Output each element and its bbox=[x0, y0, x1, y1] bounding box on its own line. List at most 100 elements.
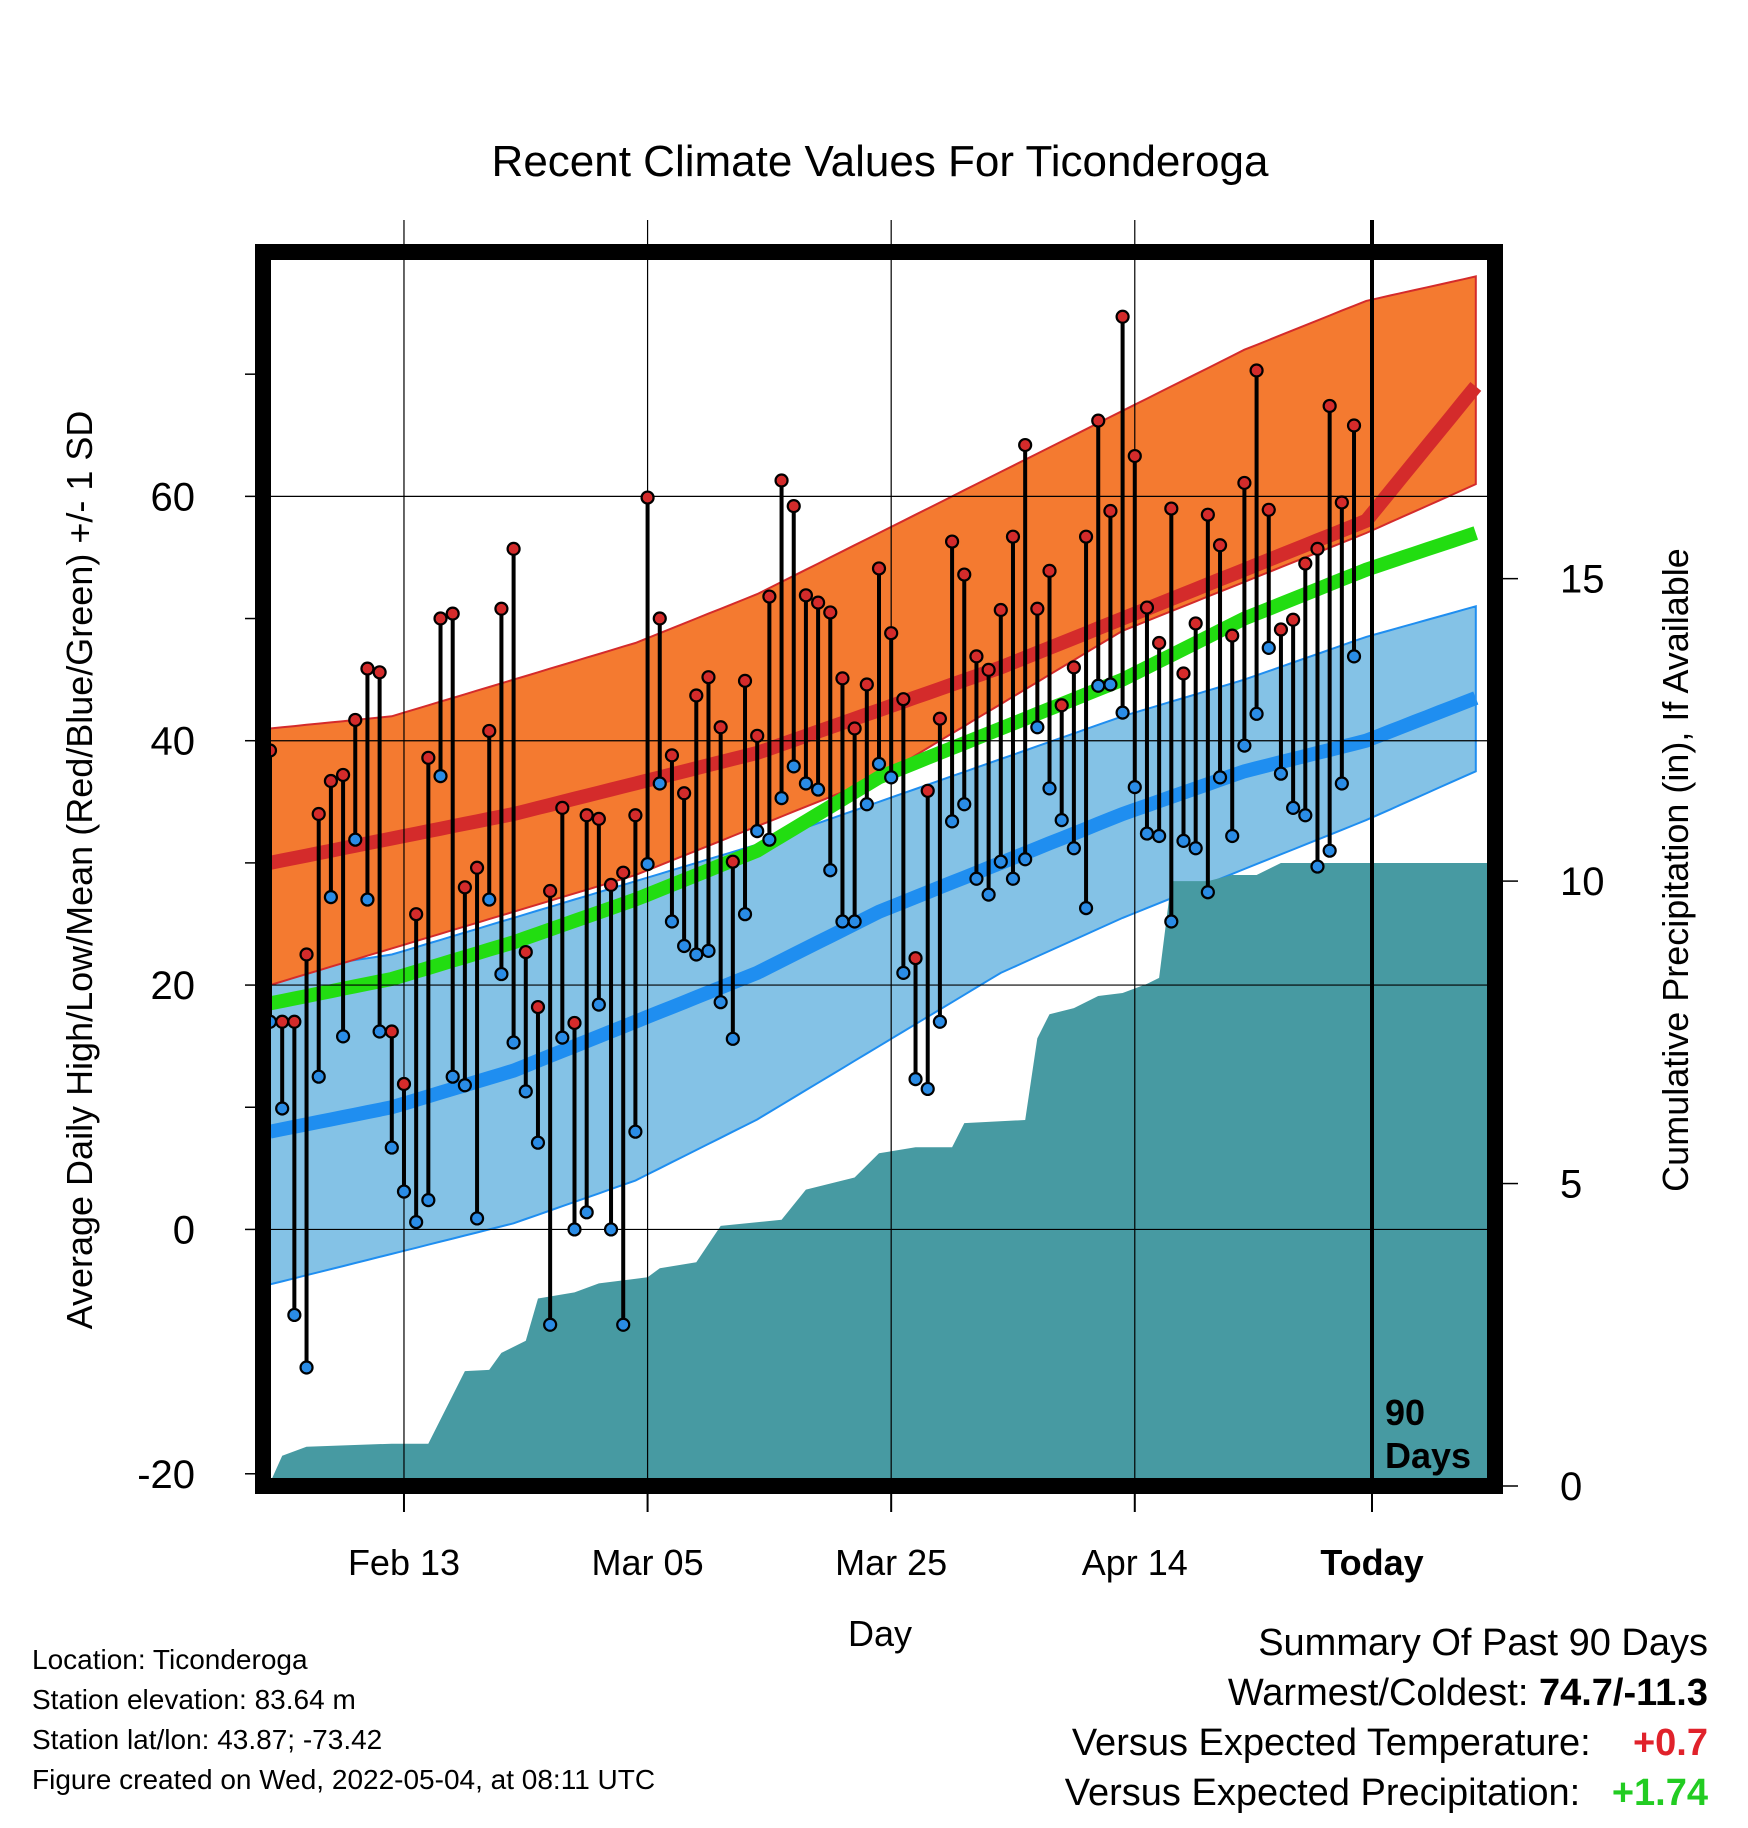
daily-high-point bbox=[1237, 475, 1252, 491]
daily-high-point bbox=[1346, 418, 1362, 433]
daily-low-point bbox=[957, 797, 972, 812]
daily-high-point bbox=[737, 673, 753, 688]
daily-high-point bbox=[798, 588, 814, 603]
daily-high-point bbox=[1054, 698, 1069, 713]
daily-low-point bbox=[445, 1069, 460, 1084]
daily-high-point bbox=[835, 671, 850, 686]
warm-cold-label: Warmest/Coldest: bbox=[1227, 1672, 1529, 1714]
daily-low-point bbox=[348, 832, 363, 847]
daily-low-point bbox=[482, 892, 497, 907]
daily-high-point bbox=[750, 728, 765, 743]
y2-tick-label: 15 bbox=[1560, 558, 1605, 602]
daily-low-point bbox=[652, 776, 667, 791]
temp-label: Versus Expected Temperature: bbox=[1071, 1722, 1591, 1764]
daily-low-point bbox=[774, 791, 789, 806]
daily-low-point bbox=[1066, 841, 1081, 856]
daily-high-point bbox=[555, 800, 570, 816]
daily-low-point bbox=[1212, 770, 1228, 785]
precip-value: +1.74 bbox=[1611, 1772, 1708, 1814]
daily-low-point bbox=[1164, 914, 1179, 929]
today-marker-label-line1: 90 bbox=[1385, 1392, 1425, 1433]
y2-tick-label: 10 bbox=[1560, 860, 1605, 904]
created-text: Figure created on Wed, 2022-05-04, at 08… bbox=[32, 1764, 656, 1795]
daily-high-point bbox=[543, 883, 558, 899]
daily-high-point bbox=[1127, 448, 1142, 464]
daily-high-point bbox=[640, 490, 655, 505]
daily-low-point bbox=[1188, 841, 1203, 856]
daily-low-point bbox=[530, 1135, 546, 1150]
daily-high-point bbox=[908, 951, 923, 966]
daily-high-point bbox=[1212, 538, 1228, 553]
daily-low-point bbox=[1322, 843, 1337, 858]
daily-low-point bbox=[433, 769, 448, 784]
daily-low-point bbox=[323, 890, 338, 905]
precip-label: Versus Expected Precipitation: bbox=[1064, 1772, 1581, 1814]
daily-low-point bbox=[591, 997, 606, 1012]
daily-low-point bbox=[1200, 885, 1215, 900]
daily-high-point bbox=[275, 1014, 290, 1029]
avg-mean-line bbox=[268, 526, 1479, 1011]
daily-high-point bbox=[1176, 666, 1191, 681]
daily-high-point bbox=[335, 767, 351, 783]
daily-low-point bbox=[543, 1317, 558, 1332]
daily-low-point bbox=[469, 1211, 485, 1226]
y-axis-label: Average Daily High/Low/Mean (Red/Blue/Gr… bbox=[59, 411, 100, 1330]
daily-low-point bbox=[1078, 900, 1094, 916]
daily-low-point bbox=[701, 943, 716, 958]
daily-high-point bbox=[311, 806, 326, 822]
x-axis-label: Day bbox=[848, 1613, 912, 1654]
summary-panel: Summary Of Past 90 Days Warmest/Coldest:… bbox=[1065, 1618, 1708, 1818]
daily-low-point bbox=[762, 832, 777, 847]
daily-high-point bbox=[1225, 628, 1240, 643]
daily-high-point bbox=[1103, 503, 1118, 519]
low-sd-band bbox=[269, 604, 1477, 1286]
daily-high-point bbox=[1261, 502, 1276, 517]
daily-low-point bbox=[750, 824, 765, 839]
daily-high-point bbox=[884, 626, 899, 641]
daily-high-point bbox=[372, 665, 387, 680]
daily-low-point bbox=[993, 854, 1008, 869]
daily-low-point bbox=[689, 947, 704, 962]
daily-high-point bbox=[725, 854, 740, 869]
daily-low-point bbox=[384, 1140, 399, 1155]
daily-low-point bbox=[616, 1317, 631, 1332]
high-mean-line bbox=[268, 381, 1482, 870]
daily-high-point bbox=[1164, 501, 1179, 516]
daily-high-point bbox=[859, 677, 874, 692]
daily-high-point bbox=[896, 692, 911, 707]
daily-high-point bbox=[1273, 622, 1289, 637]
high-sd-band bbox=[269, 275, 1477, 987]
daily-low-point bbox=[1152, 828, 1167, 844]
daily-low-point bbox=[798, 776, 814, 791]
daily-low-point bbox=[555, 1030, 570, 1045]
daily-low-point bbox=[1249, 706, 1264, 721]
warm-cold-value: 74.7/-11.3 bbox=[1538, 1672, 1708, 1714]
daily-low-point bbox=[1103, 677, 1118, 692]
summary-temp: Versus Expected Temperature: +0.7 bbox=[1065, 1718, 1708, 1768]
daily-low-point bbox=[810, 782, 826, 797]
daily-low-point bbox=[859, 797, 874, 812]
daily-high-point bbox=[701, 670, 716, 685]
daily-high-point bbox=[1334, 495, 1349, 510]
daily-high-point bbox=[981, 662, 996, 677]
elevation-text: Station elevation: 83.64 m bbox=[32, 1684, 356, 1715]
daily-low-point bbox=[1346, 649, 1362, 664]
daily-low-point bbox=[786, 759, 801, 774]
daily-low-point bbox=[932, 1014, 948, 1029]
daily-high-point bbox=[762, 589, 777, 604]
daily-low-point bbox=[1237, 738, 1252, 753]
daily-high-point bbox=[957, 567, 972, 582]
precipitation-area bbox=[270, 863, 1495, 1486]
daily-high-point bbox=[1188, 616, 1203, 631]
daily-low-point bbox=[640, 857, 655, 872]
daily-high-point bbox=[1298, 556, 1313, 571]
daily-high-point bbox=[823, 605, 838, 620]
daily-low-point bbox=[1030, 720, 1045, 735]
daily-high-point bbox=[1091, 413, 1106, 428]
daily-low-point bbox=[275, 1101, 290, 1116]
daily-low-point bbox=[494, 966, 509, 982]
daily-high-point bbox=[323, 773, 338, 789]
daily-low-point bbox=[1091, 678, 1106, 693]
daily-high-point bbox=[348, 712, 363, 728]
daily-high-point bbox=[944, 534, 960, 549]
